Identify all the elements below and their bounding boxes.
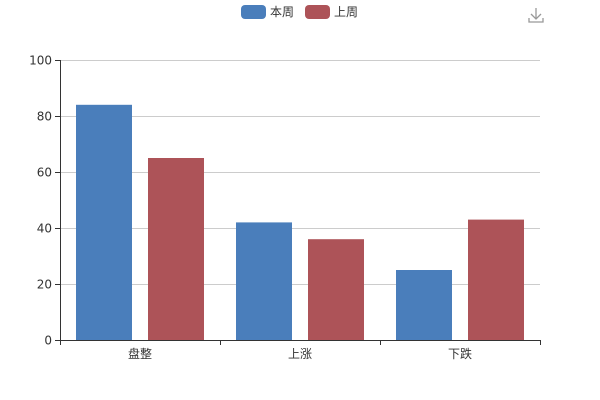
- legend-item-this-week[interactable]: 本周: [241, 5, 294, 19]
- y-tick-label: 80: [37, 110, 52, 124]
- x-tick-label: 上涨: [288, 346, 312, 361]
- legend-item-last-week[interactable]: 上周: [305, 5, 358, 19]
- y-tick-label: 20: [37, 278, 52, 292]
- x-tick-label: 下跌: [448, 346, 472, 361]
- axes: [55, 60, 541, 345]
- bar-last-week-2[interactable]: [468, 219, 524, 340]
- bar-this-week-2[interactable]: [396, 270, 452, 340]
- bar-this-week-1[interactable]: [236, 222, 292, 340]
- legend-label-last-week: 上周: [334, 5, 358, 19]
- x-tick-label: 盘整: [128, 346, 152, 361]
- legend-label-this-week: 本周: [270, 5, 294, 19]
- y-tick-label: 60: [37, 166, 52, 180]
- grid-lines: [60, 60, 540, 285]
- legend[interactable]: 本周 上周: [241, 5, 358, 19]
- download-icon[interactable]: [526, 5, 546, 25]
- bar-last-week-0[interactable]: [148, 158, 204, 340]
- y-tick-label: 100: [29, 54, 52, 68]
- bars: [76, 104, 524, 340]
- bar-this-week-0[interactable]: [76, 104, 132, 340]
- legend-swatch-this-week: [241, 5, 266, 19]
- legend-swatch-last-week: [305, 5, 330, 19]
- y-tick-label: 0: [44, 334, 52, 348]
- bar-last-week-1[interactable]: [308, 239, 364, 340]
- tick-labels: 0 20 40 60 80 100 盘整 上涨 下跌: [29, 54, 472, 362]
- y-tick-label: 40: [37, 222, 52, 236]
